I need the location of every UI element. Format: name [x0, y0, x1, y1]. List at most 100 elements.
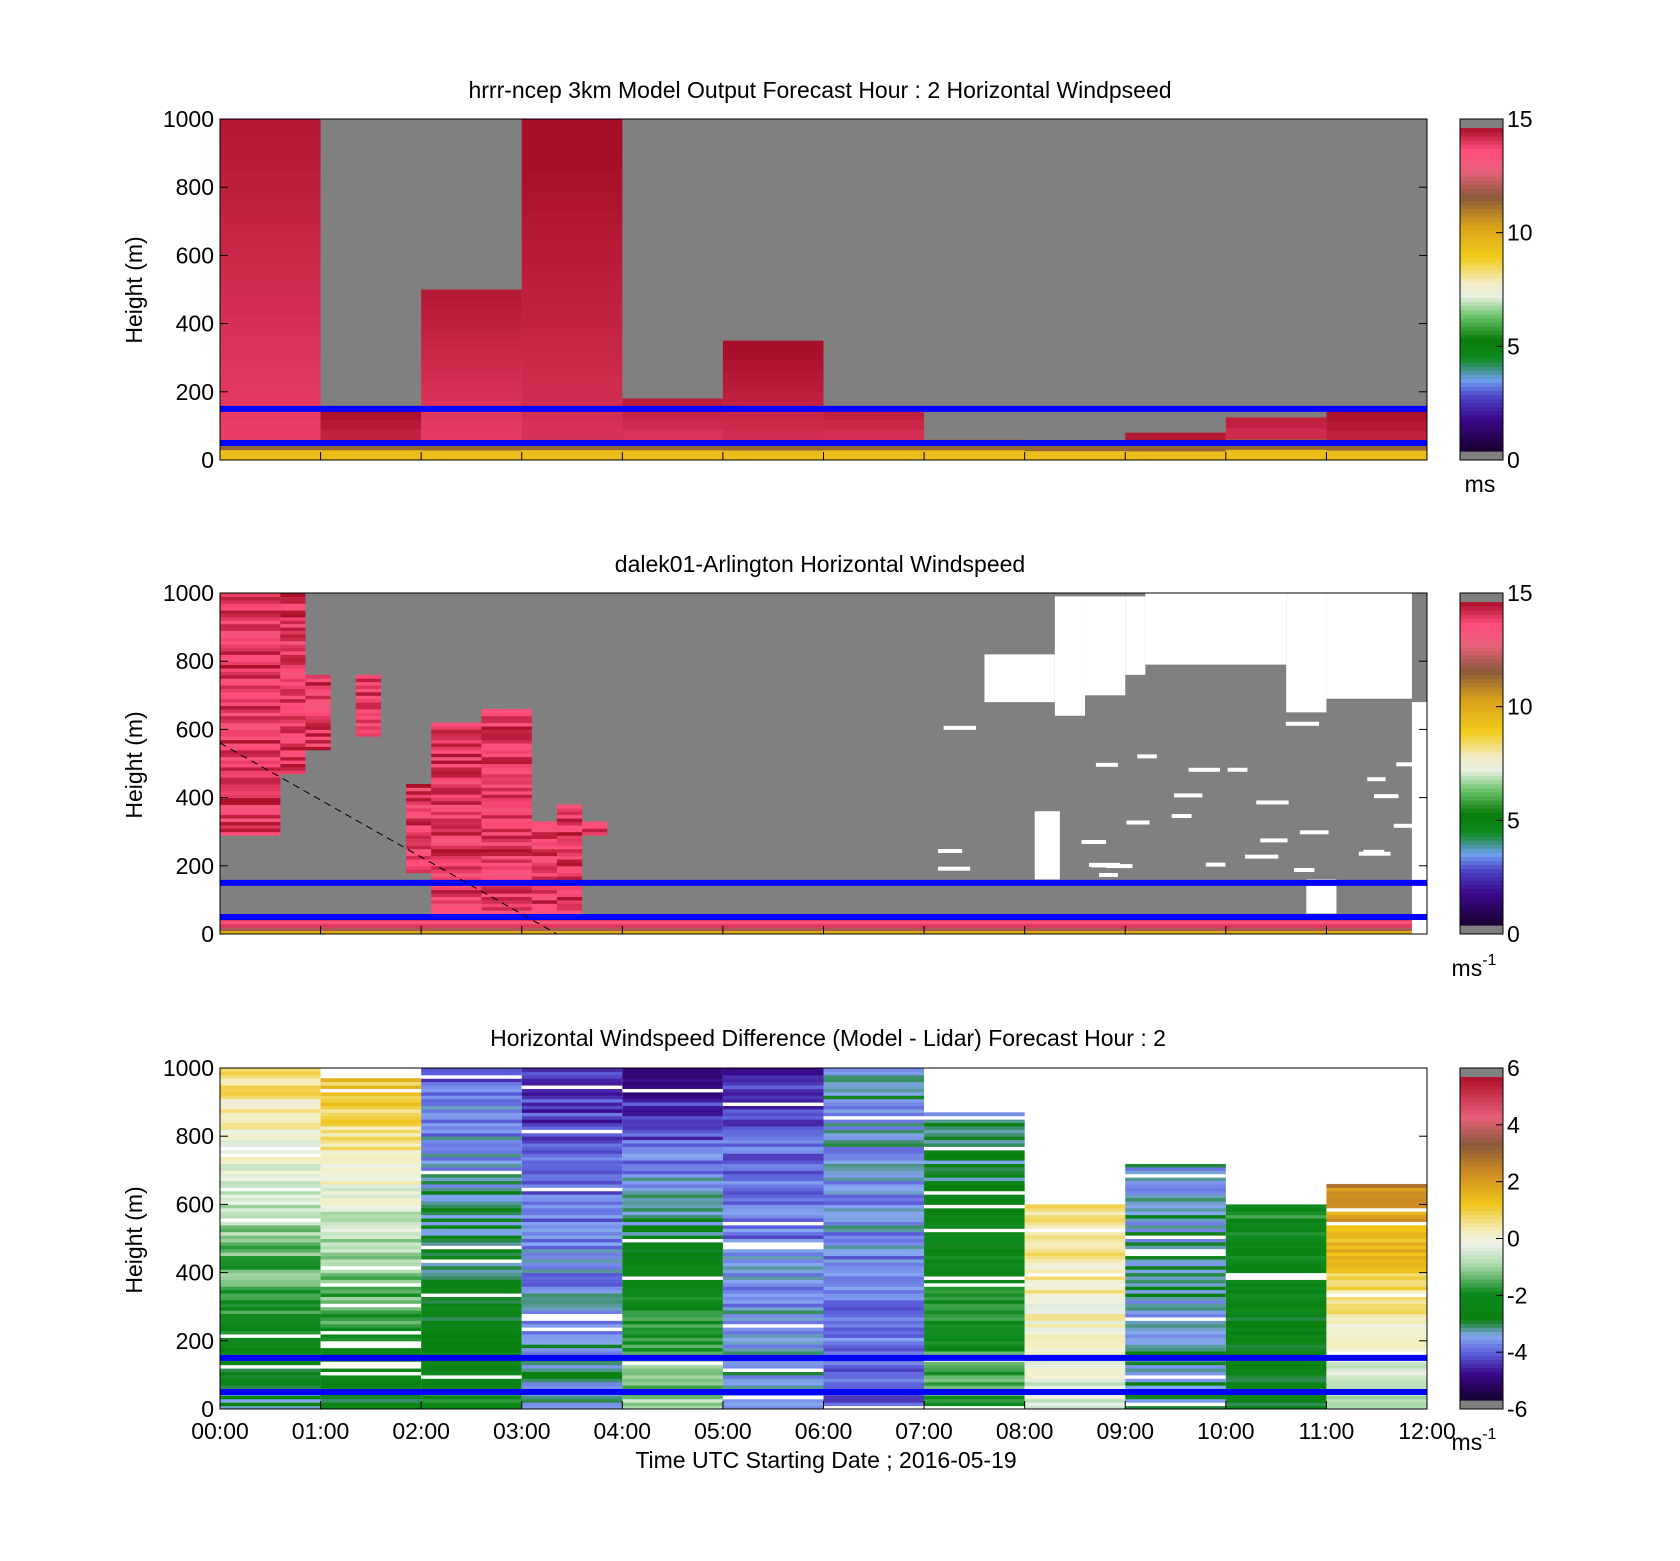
- y-tick-label: 0: [201, 447, 214, 473]
- difference-cell: [521, 1381, 623, 1386]
- no-data-dash: [1081, 839, 1107, 844]
- lidar-cell: [582, 828, 608, 833]
- difference-cell: [521, 1262, 623, 1267]
- lidar-cell: [220, 664, 281, 669]
- difference-cell: [1326, 1381, 1427, 1386]
- colorbar-swatch: [1460, 723, 1503, 728]
- lidar-cell: [355, 698, 381, 703]
- difference-cell: [320, 1115, 422, 1120]
- difference-cell: [622, 1105, 723, 1110]
- difference-cell: [320, 1238, 422, 1243]
- difference-cell: [220, 1248, 321, 1253]
- difference-cell: [1326, 1255, 1427, 1260]
- difference-cell: [1024, 1371, 1126, 1376]
- lidar-cell: [431, 743, 482, 747]
- colorbar-swatch: [1460, 747, 1503, 752]
- colorbar-swatch: [1460, 1331, 1503, 1336]
- difference-cell: [320, 1398, 422, 1403]
- difference-cell: [521, 1078, 623, 1083]
- difference-cell: [823, 1095, 925, 1100]
- lidar-cell: [556, 838, 583, 843]
- colorbar-swatch: [1460, 1133, 1503, 1139]
- y-tick-label: 400: [176, 1260, 214, 1286]
- no-data-dash: [1227, 767, 1248, 772]
- difference-cell: [1125, 1276, 1226, 1280]
- difference-cell: [220, 1078, 321, 1083]
- difference-cell: [1024, 1364, 1126, 1369]
- difference-cell: [220, 1378, 321, 1383]
- difference-cell: [421, 1166, 522, 1171]
- difference-cell: [823, 1320, 925, 1325]
- no-data-dash: [1099, 872, 1118, 877]
- difference-cell: [1326, 1347, 1427, 1352]
- difference-cell: [823, 1282, 925, 1287]
- difference-cell: [1326, 1228, 1427, 1233]
- difference-cell: [1125, 1224, 1226, 1229]
- difference-cell: [823, 1238, 925, 1243]
- difference-cell: [924, 1313, 1025, 1318]
- lidar-cell: [220, 654, 281, 659]
- difference-cell: [320, 1330, 422, 1335]
- colorbar-swatch: [1460, 374, 1503, 379]
- difference-cell: [1326, 1361, 1427, 1366]
- difference-cell: [722, 1177, 824, 1182]
- difference-cell: [1024, 1248, 1126, 1253]
- lidar-cell: [431, 835, 482, 840]
- lidar-cell: [556, 835, 583, 840]
- difference-cell: [823, 1272, 925, 1277]
- difference-cell: [622, 1204, 723, 1209]
- difference-cell: [823, 1255, 925, 1260]
- difference-cell: [1225, 1238, 1327, 1243]
- difference-cell: [622, 1378, 723, 1383]
- colorbar-swatch: [1460, 418, 1503, 424]
- lidar-cell: [531, 858, 562, 863]
- no-data-dash: [1244, 854, 1279, 859]
- difference-cell: [722, 1316, 824, 1321]
- lidar-cell: [220, 650, 281, 655]
- colorbar-tick-label: 5: [1507, 807, 1520, 833]
- difference-cell: [220, 1361, 321, 1366]
- lidar-cell: [481, 824, 532, 829]
- lidar-cell: [556, 876, 583, 880]
- model-cell: [1326, 450, 1427, 461]
- difference-cell: [421, 1316, 522, 1321]
- difference-cell: [622, 1272, 723, 1277]
- no-data-dash: [937, 866, 971, 871]
- model-cell: [622, 419, 723, 430]
- model-cell: [220, 315, 321, 327]
- difference-cell: [622, 1221, 723, 1226]
- model-cell: [421, 389, 522, 401]
- y-tick-label: 200: [176, 1328, 214, 1354]
- lidar-cell: [220, 674, 281, 679]
- panel-3-x-ticks: 00:00 01:00 02:00 03:00 04:00 05:00 06:00 07:00…: [191, 1401, 1456, 1444]
- difference-cell: [521, 1282, 623, 1287]
- model-cell: [521, 253, 623, 265]
- colorbar-swatch: [1460, 438, 1503, 444]
- lidar-cell: [305, 681, 331, 686]
- colorbar-swatch: [1460, 795, 1503, 801]
- difference-cell: [521, 1183, 623, 1188]
- difference-cell: [722, 1248, 824, 1253]
- colorbar-swatch: [1460, 321, 1503, 327]
- colorbar-swatch: [1460, 1085, 1503, 1090]
- lidar-cell: [406, 838, 432, 843]
- difference-cell: [1125, 1378, 1226, 1383]
- difference-cell: [823, 1163, 925, 1168]
- lidar-cell: [220, 777, 281, 782]
- colorbar-swatch: [1460, 1230, 1503, 1236]
- lidar-cell: [220, 801, 281, 805]
- colorbar-swatch: [1460, 1202, 1503, 1207]
- difference-cell: [1125, 1204, 1226, 1209]
- difference-cell: [823, 1252, 925, 1257]
- difference-cell: [722, 1132, 824, 1137]
- difference-cell: [320, 1143, 422, 1147]
- model-cell: [220, 294, 321, 306]
- difference-cell: [521, 1211, 623, 1216]
- colorbar-swatch: [1460, 414, 1503, 420]
- difference-cell: [220, 1255, 321, 1260]
- colorbar-swatch: [1460, 402, 1503, 408]
- difference-cell: [320, 1378, 422, 1383]
- lidar-cell: [406, 855, 432, 860]
- difference-cell: [924, 1374, 1025, 1379]
- x-tick-label: 04:00: [594, 1418, 652, 1444]
